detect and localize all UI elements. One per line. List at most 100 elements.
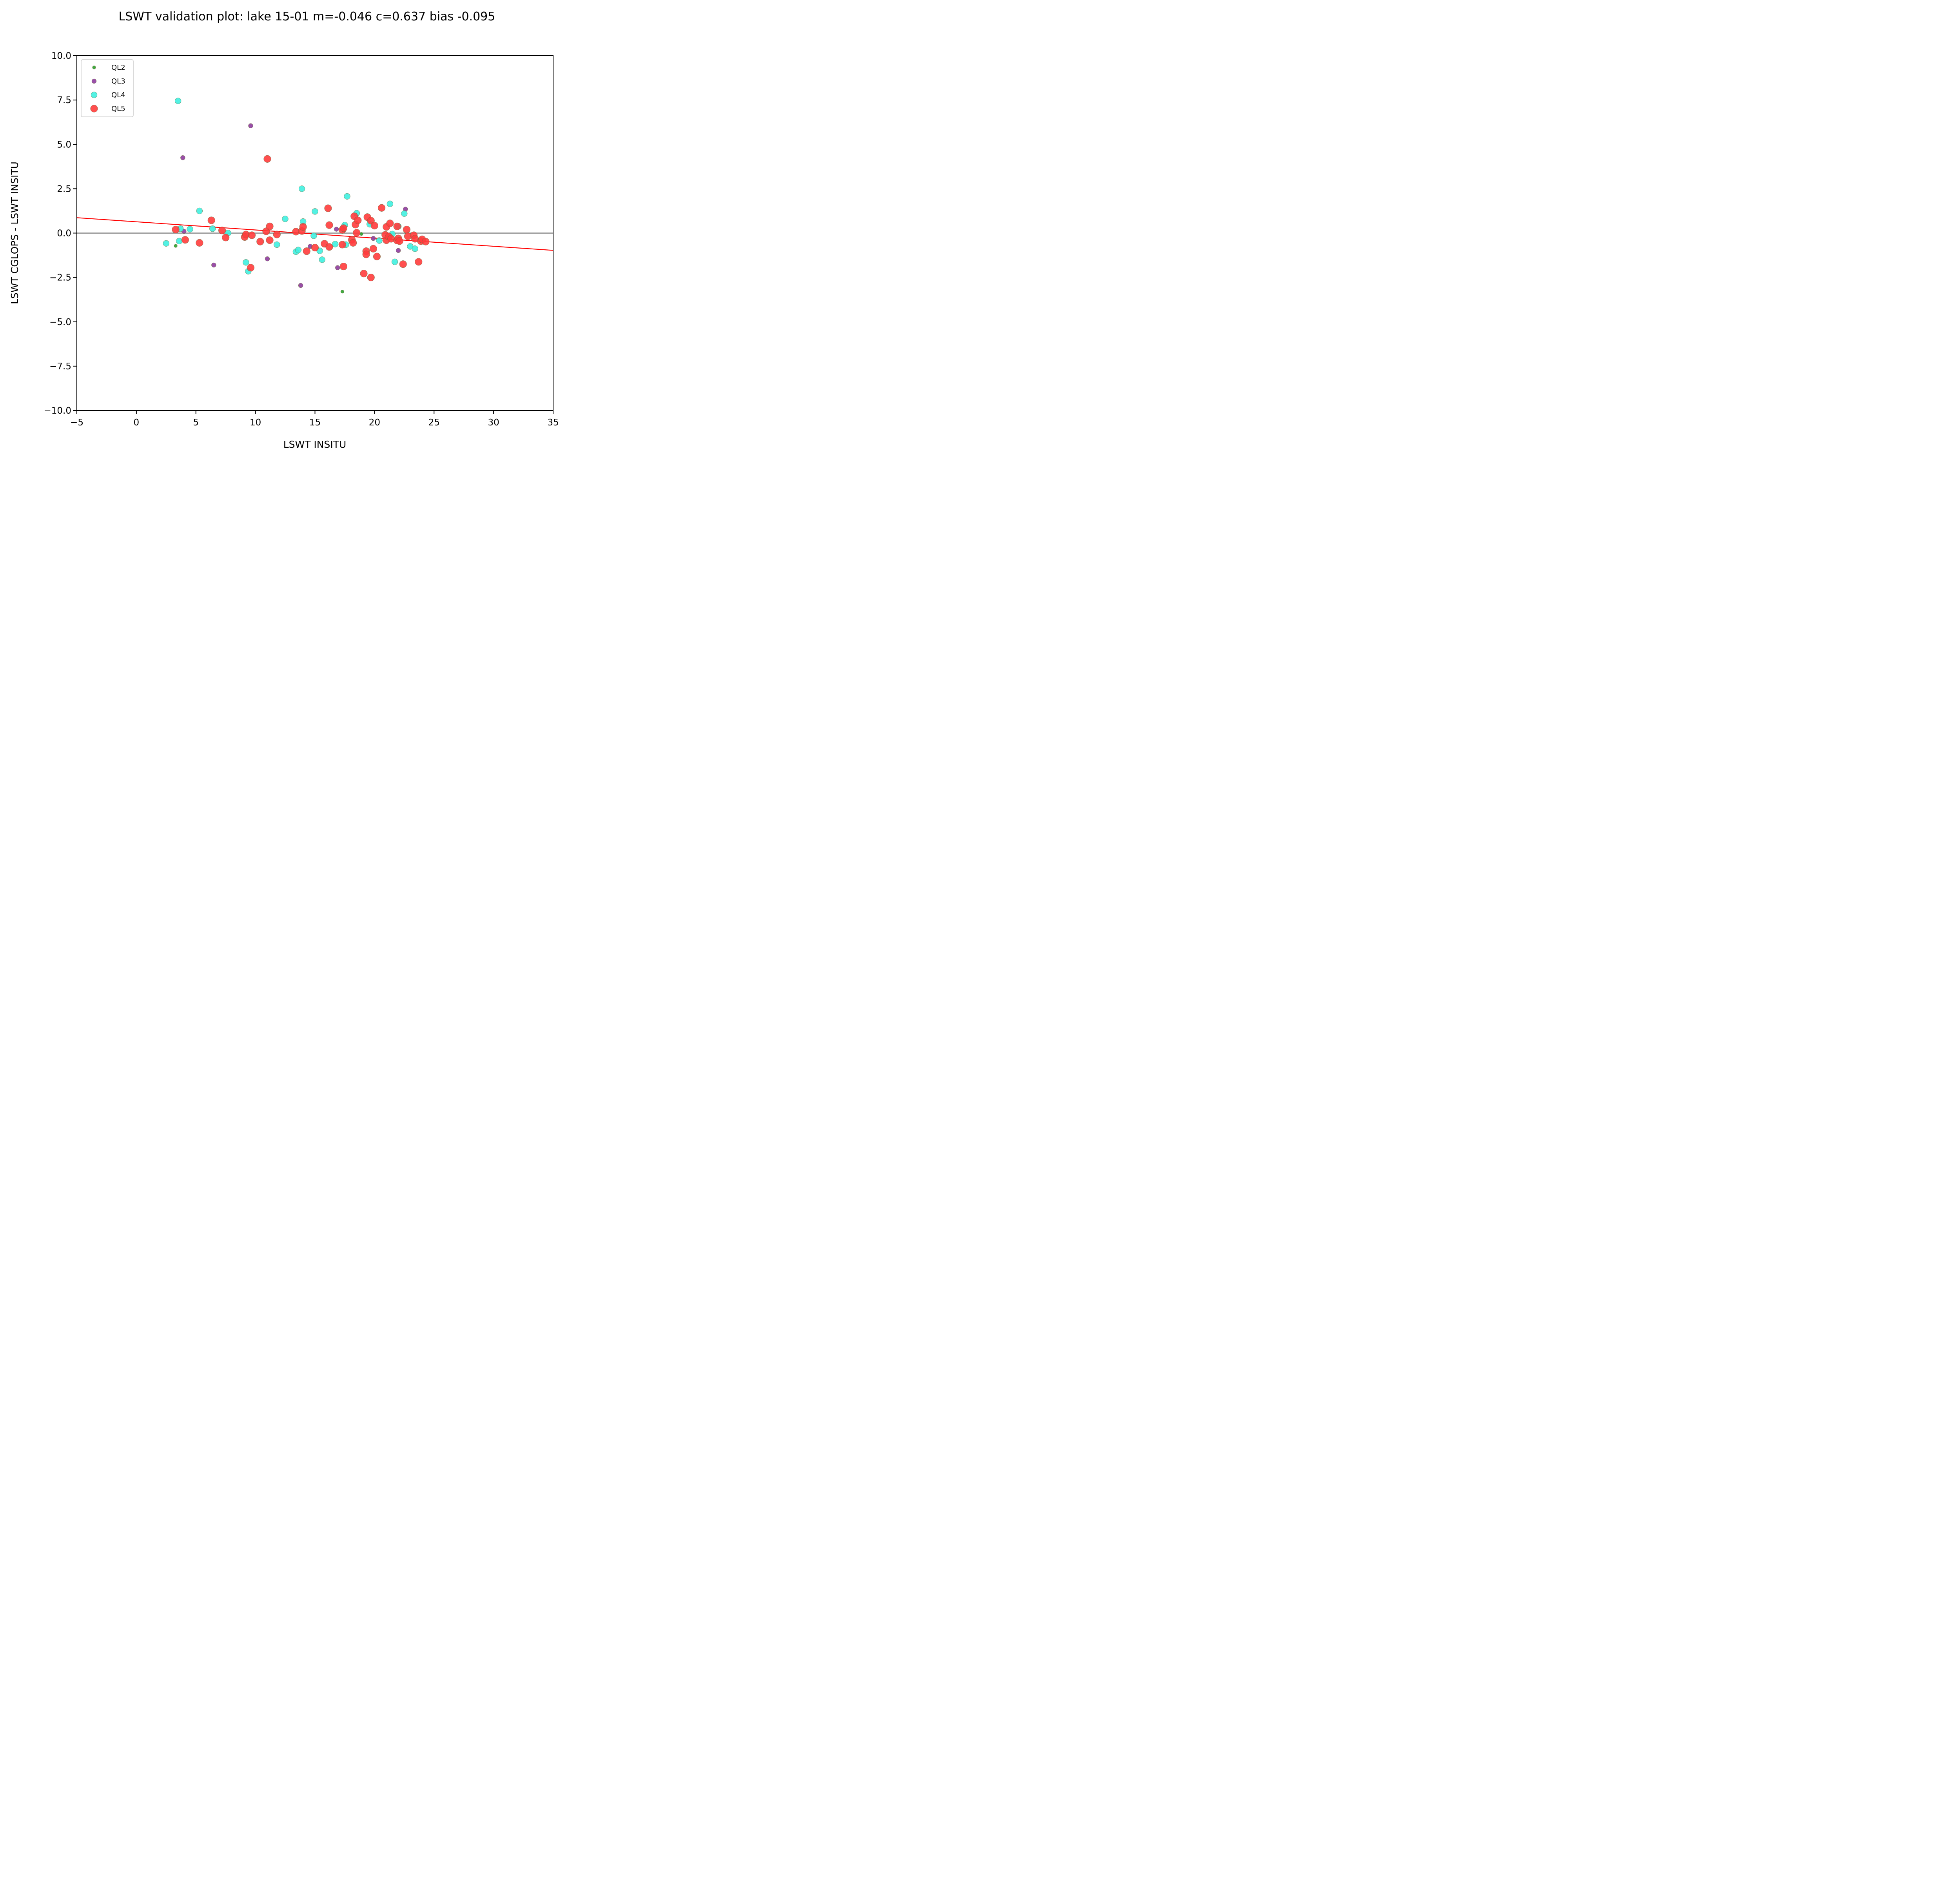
y-tick-label: 5.0 xyxy=(57,140,71,150)
data-point xyxy=(295,247,302,253)
y-tick-label: 0.0 xyxy=(57,229,71,239)
data-point xyxy=(266,222,274,230)
data-point xyxy=(222,234,230,242)
x-tick-label: 15 xyxy=(309,418,321,428)
legend-label: QL3 xyxy=(111,77,125,85)
x-tick-label: 0 xyxy=(134,418,140,428)
data-point xyxy=(338,241,346,249)
data-point xyxy=(340,290,344,294)
data-point xyxy=(181,236,189,244)
legend-marker xyxy=(92,65,96,69)
data-point xyxy=(373,253,381,260)
y-tick-label: 2.5 xyxy=(57,184,71,194)
data-point xyxy=(370,222,378,230)
legend: QL2 QL3 QL4 QL5 xyxy=(81,59,134,117)
y-tick-label: −7.5 xyxy=(49,362,71,372)
data-point xyxy=(393,222,401,230)
x-tick-label: 30 xyxy=(488,418,499,428)
data-point xyxy=(265,256,270,262)
data-point xyxy=(299,223,307,231)
x-tick-label: 5 xyxy=(193,418,199,428)
series-ql2 xyxy=(174,232,363,294)
data-point xyxy=(312,208,318,215)
data-point xyxy=(243,259,249,266)
data-point xyxy=(332,241,339,247)
y-tick-label: −10.0 xyxy=(44,406,71,416)
data-point xyxy=(335,265,340,270)
data-point xyxy=(311,244,319,252)
data-point xyxy=(247,264,255,272)
data-point xyxy=(339,262,348,271)
legend-marker xyxy=(90,105,98,113)
y-tick-label: 10.0 xyxy=(51,51,71,61)
y-tick-label: −2.5 xyxy=(49,273,71,283)
data-point xyxy=(248,123,253,128)
data-point xyxy=(298,283,303,288)
legend-label: QL4 xyxy=(111,91,125,99)
data-point xyxy=(354,216,362,224)
data-point xyxy=(422,238,430,245)
data-point xyxy=(371,236,376,241)
data-point xyxy=(386,220,394,227)
x-tick-label: 35 xyxy=(547,418,559,428)
data-point xyxy=(298,185,305,192)
data-point xyxy=(396,248,401,253)
data-point xyxy=(282,216,289,222)
data-point xyxy=(369,245,377,253)
data-point xyxy=(310,233,317,239)
data-point xyxy=(324,204,332,212)
data-point xyxy=(367,274,375,282)
data-point xyxy=(362,251,370,258)
y-tick-label: −5.0 xyxy=(49,317,71,327)
data-point xyxy=(403,225,410,234)
data-point xyxy=(399,260,407,268)
data-point xyxy=(187,226,193,233)
data-point xyxy=(391,258,398,265)
x-tick-label: −5 xyxy=(70,418,83,428)
data-point xyxy=(211,262,216,268)
data-point xyxy=(196,239,203,247)
data-point xyxy=(209,225,216,232)
data-point xyxy=(273,231,281,238)
legend-label: QL5 xyxy=(111,105,125,113)
x-axis-label: LSWT INSITU xyxy=(283,439,347,450)
legend-label: QL2 xyxy=(111,64,125,72)
data-point xyxy=(274,241,280,248)
data-point xyxy=(360,270,368,278)
data-point xyxy=(263,155,271,163)
legend-marker xyxy=(91,91,98,98)
series-ql5 xyxy=(172,155,430,282)
data-point xyxy=(376,237,383,244)
y-axis: −10.0 −7.5 −5.0 −2.5 0.0 2.5 5.0 7.5 10.0 xyxy=(44,51,77,416)
y-tick-label: 7.5 xyxy=(57,95,71,105)
chart-canvas: LSWT validation plot: lake 15-01 m=-0.04… xyxy=(9,10,559,450)
data-point xyxy=(180,155,185,160)
data-point xyxy=(349,239,357,247)
legend-box xyxy=(81,59,134,117)
data-point xyxy=(353,229,361,237)
data-point xyxy=(334,227,339,232)
data-point xyxy=(319,256,325,263)
data-point xyxy=(172,225,180,234)
x-tick-label: 25 xyxy=(428,418,440,428)
data-point xyxy=(174,98,181,104)
data-point xyxy=(396,237,403,245)
data-point xyxy=(387,200,394,207)
data-point xyxy=(303,247,310,255)
data-point xyxy=(401,210,408,217)
x-tick-label: 10 xyxy=(250,418,261,428)
x-axis: −5 0 5 10 15 20 25 30 35 xyxy=(70,411,559,428)
data-point xyxy=(207,216,215,224)
data-point xyxy=(325,243,333,251)
legend-marker xyxy=(91,78,97,84)
data-point xyxy=(344,193,350,200)
data-point xyxy=(412,245,418,252)
data-point xyxy=(339,224,348,232)
data-point xyxy=(163,240,170,247)
chart-title: LSWT validation plot: lake 15-01 m=-0.04… xyxy=(119,10,495,24)
data-point xyxy=(174,244,178,248)
data-point xyxy=(196,207,203,214)
plot-area xyxy=(76,55,554,411)
data-point xyxy=(377,204,386,212)
data-point xyxy=(256,238,264,245)
